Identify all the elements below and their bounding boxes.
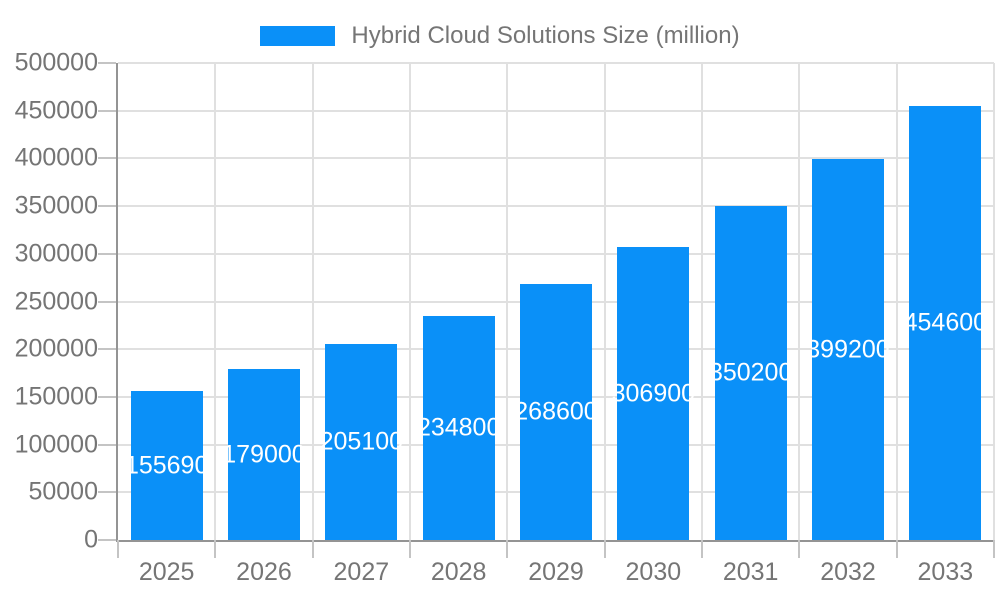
x-axis-label: 2033 [917,558,974,586]
x-axis-label: 2027 [333,558,390,586]
x-axis-tick [700,540,703,558]
y-gridline [118,62,994,64]
x-gridline [700,63,703,540]
x-axis-tick [214,540,217,558]
y-axis-label: 250000 [14,287,98,315]
y-axis-tick [98,395,116,398]
legend-item[interactable]: Hybrid Cloud Solutions Size (million) [0,22,1000,50]
x-gridline [895,63,898,540]
x-gridline [798,63,801,540]
y-gridline [118,109,994,112]
x-axis-label: 2029 [528,558,584,586]
x-axis-tick [117,540,119,558]
x-axis-label: 2028 [430,558,487,586]
y-gridline [118,205,994,208]
y-axis-tick [98,443,116,446]
y-axis-label: 0 [84,525,98,554]
bar-2030[interactable] [617,247,690,540]
x-axis-tick [311,540,314,558]
x-gridline [506,63,509,540]
x-gridline [603,63,606,540]
x-axis-tick [798,540,801,558]
x-gridline [408,63,411,540]
bar-2033[interactable] [909,106,982,540]
y-axis-label: 500000 [14,48,98,77]
y-axis-label: 200000 [14,334,98,363]
y-axis-tick [98,348,116,351]
x-gridline [993,63,995,540]
y-axis-label: 400000 [14,143,98,172]
y-gridline [118,252,994,255]
bar-2027[interactable] [325,344,398,540]
bar-2031[interactable] [714,205,787,540]
y-axis-label: 150000 [14,382,98,411]
x-axis-tick [506,540,509,558]
y-axis-tick [98,539,116,541]
y-axis-tick [98,62,116,64]
x-axis-label: 2025 [138,558,195,586]
y-axis-tick [98,491,116,494]
y-axis-tick [98,109,116,112]
y-gridline [118,157,994,160]
x-axis-label: 2032 [820,558,876,586]
y-axis-label: 300000 [14,239,98,268]
y-axis-tick [98,300,116,303]
y-axis-tick [98,157,116,160]
bar-2025[interactable] [130,391,203,540]
x-gridline [311,63,314,540]
legend-label: Hybrid Cloud Solutions Size (million) [351,22,740,49]
bar-2032[interactable] [812,159,884,540]
bar-2029[interactable] [520,283,592,540]
x-axis-tick [993,540,995,558]
x-axis-tick [895,540,898,558]
x-axis-tick [408,540,411,558]
y-axis-label: 450000 [14,96,98,125]
y-axis-label: 100000 [14,430,98,459]
legend-swatch-icon [260,26,336,46]
x-gridline [214,63,217,540]
plot-area: 0 50000 100000 150000 200000 250000 300000 3500… [15,50,995,585]
x-axis-label: 2030 [625,558,682,586]
x-axis-label: 2031 [722,558,779,586]
y-axis-label: 50000 [28,477,98,506]
y-axis-label: 350000 [14,191,98,220]
x-axis-label: 2026 [236,558,292,586]
y-axis-tick [98,205,116,208]
bar-2028[interactable] [422,316,495,540]
bar-2026[interactable] [227,369,300,540]
y-axis-tick [98,252,116,255]
x-axis-tick [603,540,606,558]
